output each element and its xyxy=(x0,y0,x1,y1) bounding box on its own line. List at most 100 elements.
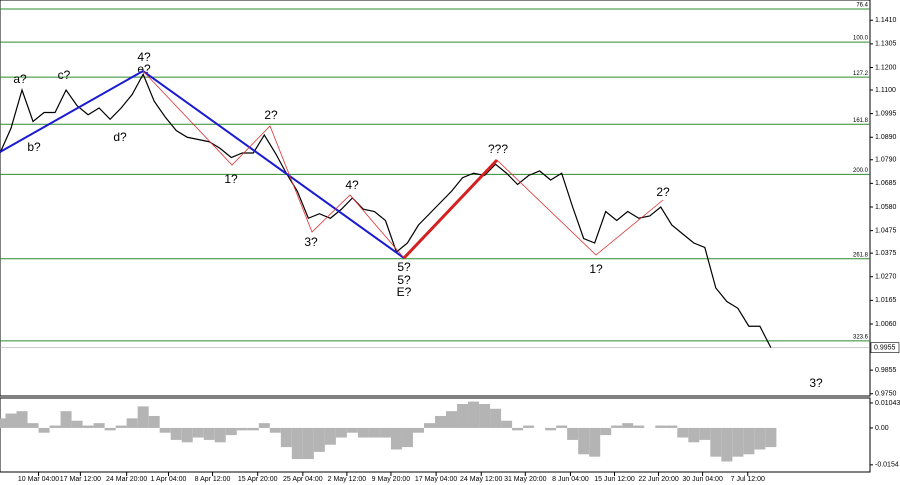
oscillator-bar xyxy=(545,427,557,431)
y-tick-label: 1.1100 xyxy=(875,87,896,94)
oscillator-bar xyxy=(677,427,689,438)
oscillator-bar xyxy=(302,427,314,460)
oscillator-bar xyxy=(346,427,358,433)
oscillator-bar xyxy=(743,427,755,455)
oscillator-bar xyxy=(115,425,127,428)
oscillator-bar xyxy=(446,411,458,428)
wave-label: c? xyxy=(58,68,71,82)
oscillator-bar xyxy=(16,411,28,428)
x-tick-label: 10 Mar 04:00 xyxy=(18,476,59,483)
oscillator-bar xyxy=(60,411,72,428)
wave-label: 4? xyxy=(345,178,359,192)
x-tick-label: 9 May 20:00 xyxy=(372,476,411,483)
level-label: 161.8 xyxy=(853,118,869,124)
price-panel xyxy=(0,0,871,397)
oscillator-bar xyxy=(181,427,193,443)
wave-lines xyxy=(0,69,664,260)
oscillator-bar xyxy=(247,427,259,431)
wave-label: E? xyxy=(397,285,412,299)
oscillator-bar xyxy=(578,427,590,455)
y-tick-label: 0.9855 xyxy=(875,367,897,374)
oscillator-bar xyxy=(479,403,491,428)
y-tick-label: 0.00 xyxy=(875,425,889,432)
oscillator-bar xyxy=(0,418,6,428)
oscillator-bar xyxy=(38,427,50,433)
wave-label: 5? xyxy=(397,273,411,287)
oscillator-bar xyxy=(501,420,513,428)
y-tick-label: 1.0790 xyxy=(875,157,897,164)
x-tick-label: 2 May 12:00 xyxy=(328,476,367,483)
oscillator-bar xyxy=(280,427,292,448)
oscillator-bar xyxy=(357,427,369,438)
oscillator-bar xyxy=(324,427,336,445)
wave-line xyxy=(142,70,405,259)
oscillator-bar xyxy=(423,423,435,428)
level-label: 323.6 xyxy=(853,334,869,340)
wave-label: 3? xyxy=(809,376,823,390)
oscillator-bar xyxy=(512,427,524,431)
level-label: 200.0 xyxy=(853,168,869,174)
oscillator-bar xyxy=(556,425,568,428)
oscillator-bar xyxy=(600,427,612,436)
oscillator-bar xyxy=(71,420,83,428)
level-label: 100.0 xyxy=(853,36,869,42)
oscillator-bar xyxy=(5,413,17,428)
wave-label: b? xyxy=(27,140,41,154)
x-tick-label: 22 Jun 20:00 xyxy=(638,476,679,483)
oscillator-bar xyxy=(170,427,182,440)
oscillator-bar xyxy=(699,427,711,440)
y-tick-label: 1.1200 xyxy=(875,64,897,71)
oscillator-bar xyxy=(688,427,700,443)
oscillator-bar xyxy=(721,427,733,462)
oscillator-bar xyxy=(589,427,601,457)
x-tick-label: 7 Jul 12:00 xyxy=(731,476,765,483)
oscillator-bar xyxy=(236,427,248,431)
level-label: 127.2 xyxy=(853,71,869,77)
x-tick-label: 25 Apr 04:00 xyxy=(283,476,323,483)
oscillator-bar xyxy=(732,427,744,457)
oscillator-bar xyxy=(754,427,766,450)
oscillator-bar xyxy=(435,415,447,428)
y-tick-label: 1.0995 xyxy=(875,110,897,117)
x-tick-label: 8 Jun 04:00 xyxy=(552,476,589,483)
oscillator-bar xyxy=(203,427,215,440)
x-tick-label: 30 Jun 04:00 xyxy=(682,476,723,483)
wave-label: 1? xyxy=(589,262,603,276)
oscillator-bar xyxy=(313,427,325,452)
oscillator-bar xyxy=(148,415,160,428)
oscillator-bar xyxy=(137,406,149,428)
oscillator-bar xyxy=(269,427,281,433)
wave-label: 2? xyxy=(264,108,278,122)
y-tick-label: 1.0060 xyxy=(875,321,897,328)
oscillator-bar xyxy=(490,408,502,428)
wave-line xyxy=(402,158,499,260)
current-price-box xyxy=(870,342,900,353)
y-tick-label: 1.0475 xyxy=(875,227,897,234)
x-tick-label: 24 Mar 20:00 xyxy=(106,476,147,483)
oscillator-bar xyxy=(291,427,303,460)
oscillator-bar xyxy=(93,423,105,428)
oscillator-bar xyxy=(104,427,116,431)
y-tick-label: 1.0890 xyxy=(875,134,897,141)
oscillator-bar xyxy=(666,425,678,428)
wave-label: 5? xyxy=(397,260,411,274)
oscillator-bar xyxy=(633,425,645,428)
wave-label: ??? xyxy=(488,142,508,156)
oscillator-bar xyxy=(390,427,402,450)
y-tick-label: 1.0270 xyxy=(875,274,897,281)
oscillator-bar xyxy=(225,427,237,436)
x-tick-label: 24 May 12:00 xyxy=(460,476,503,483)
y-tick-label: 1.0580 xyxy=(875,204,897,211)
oscillator-bar xyxy=(567,427,579,440)
oscillator-bar xyxy=(523,425,535,428)
y-tick-label: 0.01043 xyxy=(875,400,900,407)
price-line xyxy=(0,72,772,348)
oscillator-bar xyxy=(401,427,413,448)
oscillator-bar xyxy=(159,427,171,433)
oscillator-bar xyxy=(412,427,424,433)
oscillator-bar xyxy=(192,427,204,438)
oscillator-bar xyxy=(258,423,270,428)
y-tick-label: 0.9750 xyxy=(875,391,897,398)
oscillator-bar xyxy=(611,425,623,428)
